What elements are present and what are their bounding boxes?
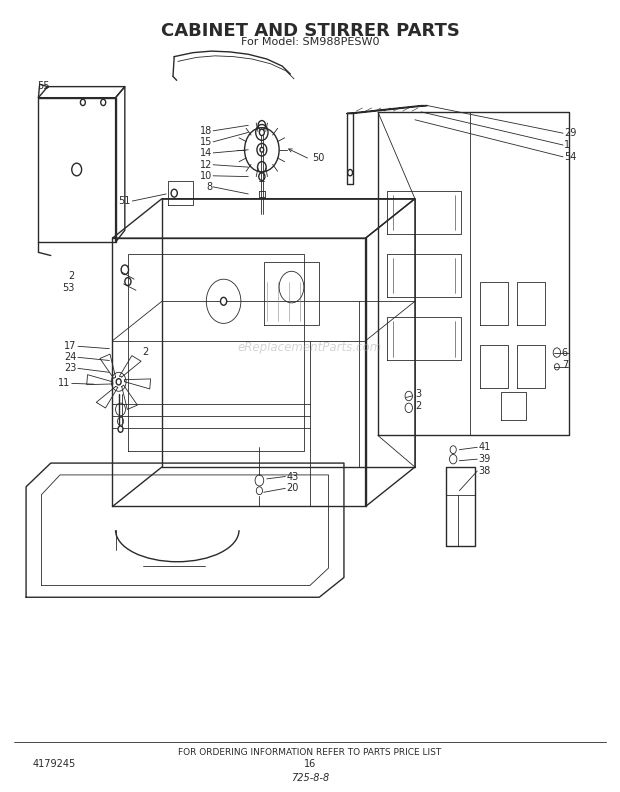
Circle shape: [260, 147, 264, 152]
Text: eReplacementParts.com: eReplacementParts.com: [238, 341, 382, 353]
Text: 54: 54: [564, 152, 577, 162]
Text: 2: 2: [142, 347, 148, 357]
Text: 12: 12: [200, 160, 213, 169]
Text: 18: 18: [200, 126, 213, 135]
Text: 725-8-8: 725-8-8: [291, 773, 329, 783]
Text: 11: 11: [58, 379, 71, 388]
Text: 50: 50: [312, 154, 325, 163]
Text: 16: 16: [304, 759, 316, 769]
Circle shape: [118, 426, 123, 432]
Text: 20: 20: [286, 483, 299, 493]
Text: 51: 51: [118, 196, 131, 206]
Text: FOR ORDERING INFORMATION REFER TO PARTS PRICE LIST: FOR ORDERING INFORMATION REFER TO PARTS …: [179, 748, 441, 757]
Circle shape: [259, 129, 264, 135]
Text: 41: 41: [479, 442, 491, 452]
FancyArrowPatch shape: [289, 149, 308, 158]
Text: 4179245: 4179245: [32, 759, 76, 769]
Circle shape: [116, 379, 121, 385]
Text: 38: 38: [479, 466, 491, 476]
Text: 15: 15: [200, 137, 213, 147]
Text: 7: 7: [562, 360, 568, 370]
Text: 43: 43: [286, 471, 299, 482]
Text: CABINET AND STIRRER PARTS: CABINET AND STIRRER PARTS: [161, 21, 459, 40]
Text: 2: 2: [68, 271, 74, 281]
Text: 3: 3: [415, 390, 421, 399]
Text: 2: 2: [415, 402, 421, 411]
Text: 6: 6: [562, 348, 568, 358]
Circle shape: [221, 297, 227, 305]
Text: For Model: SM988PESW0: For Model: SM988PESW0: [241, 37, 379, 48]
Text: 23: 23: [64, 364, 77, 373]
Text: 53: 53: [62, 283, 74, 293]
Text: 24: 24: [64, 352, 77, 362]
Text: 10: 10: [200, 171, 213, 181]
Text: 55: 55: [37, 81, 50, 91]
Text: 39: 39: [479, 454, 491, 464]
Text: 29: 29: [564, 128, 577, 138]
Text: 14: 14: [200, 148, 213, 158]
Text: 17: 17: [64, 341, 77, 352]
Text: 8: 8: [206, 182, 213, 192]
Text: 1: 1: [564, 140, 570, 150]
